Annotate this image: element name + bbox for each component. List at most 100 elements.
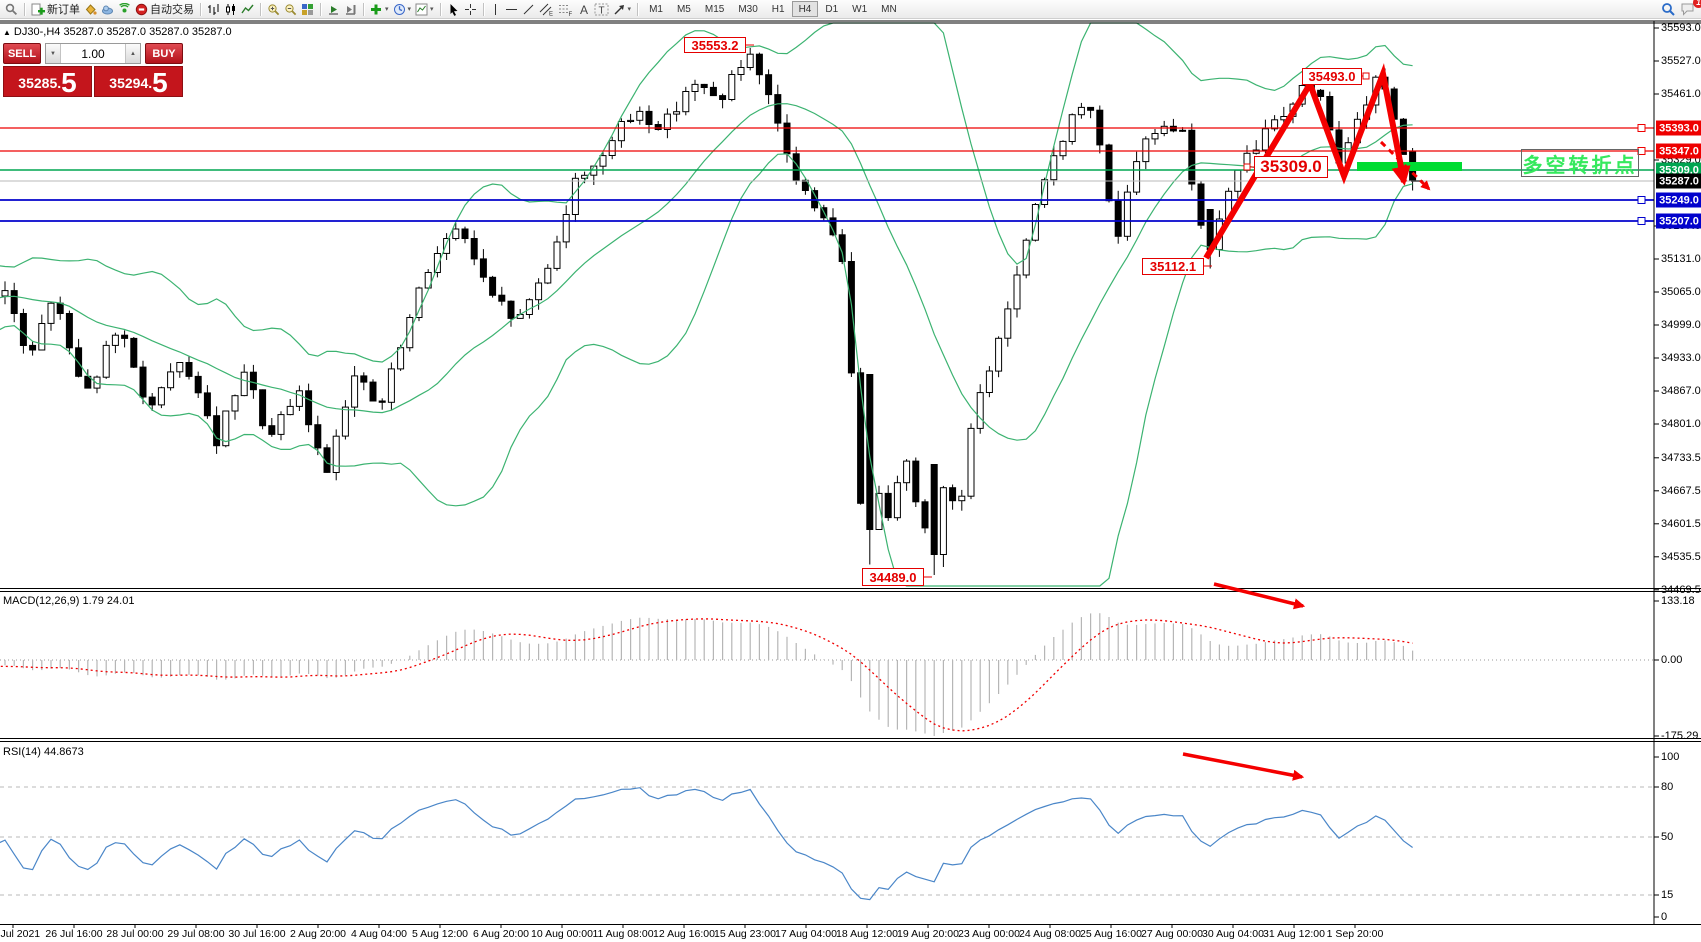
price-line-label: 35347.0 (1656, 143, 1701, 159)
fibonacci-button[interactable]: F (556, 1, 575, 17)
price-callout[interactable]: 34489.0 (862, 568, 924, 586)
sell-button[interactable]: SELL (3, 43, 41, 64)
styles-bucket-icon[interactable] (82, 1, 99, 17)
arrows-tool-button[interactable]: ▾ (611, 1, 634, 17)
macd-down-arrow[interactable] (1213, 582, 1306, 610)
price-tick-label: 35593.0 (1661, 22, 1701, 34)
buy-price[interactable]: 35294. 5 (94, 66, 183, 97)
price-tick-label: 34667.5 (1661, 484, 1701, 497)
new-order-label: 新订单 (47, 4, 80, 16)
timeframe-h4-button[interactable]: H4 (791, 1, 819, 17)
collapse-icon[interactable]: ▲ (3, 28, 11, 37)
support-highlight-bar[interactable] (1357, 162, 1462, 171)
magnifier-icon[interactable] (3, 1, 20, 17)
price-line-label: 35393.0 (1656, 120, 1701, 136)
time-axis-label: 15 Aug 23:00 (714, 928, 776, 940)
autotrading-label: 自动交易 (150, 4, 194, 16)
zigzag-trend-arrow[interactable] (1203, 63, 1411, 260)
vertical-line-button[interactable] (488, 1, 503, 17)
chart-frame (0, 20, 1701, 928)
timeframe-d1-button[interactable]: D1 (818, 1, 845, 17)
buy-price-main: 35294. (109, 75, 153, 91)
time-axis-label: 28 Jul 00:00 (106, 928, 164, 940)
rsi-down-arrow[interactable] (1182, 752, 1305, 781)
time-axis-label: 2 Aug 20:00 (289, 928, 347, 940)
text-button[interactable]: A (575, 1, 592, 17)
horizontal-line-button[interactable] (503, 1, 520, 17)
price-tick-label: 34535.5 (1661, 550, 1701, 563)
time-axis-label: 26 Jul 16:00 (45, 928, 103, 940)
zoom-in-icon[interactable] (265, 1, 282, 17)
timeframe-m1-button[interactable]: M1 (642, 1, 670, 17)
price-tick-label: 34469.5 (1661, 583, 1701, 596)
timeframe-h1-button[interactable]: H1 (765, 1, 792, 17)
toolbar-separator (363, 2, 364, 16)
bollinger-bands (0, 22, 1413, 587)
price-tick-label: 35527.0 (1661, 55, 1701, 67)
signals-icon[interactable] (116, 1, 133, 17)
dashed-down-arrow[interactable] (1379, 140, 1431, 191)
price-callout[interactable]: 35553.2 (684, 37, 746, 53)
price-tick-label: 34801.0 (1661, 418, 1701, 430)
volume-increase-button[interactable]: ▲ (125, 44, 140, 63)
time-axis-label: 18 Aug 12:00 (836, 928, 898, 940)
cursor-button[interactable] (445, 1, 462, 17)
time-axis-label: 5 Aug 12:00 (411, 928, 469, 940)
timeframe-group: M1 M5 M15 M30 H1 H4 D1 W1 MN (642, 1, 904, 17)
svg-text:E: E (549, 11, 553, 16)
search-icon[interactable] (1659, 1, 1678, 17)
time-axis-label: 24 Aug 08:00 (1019, 928, 1081, 940)
new-order-button[interactable]: 新订单 (29, 1, 82, 17)
time-axis-label: 1 Sep 20:00 (1326, 928, 1384, 940)
zoom-out-icon[interactable] (282, 1, 299, 17)
toolbar-separator (637, 2, 639, 16)
time-axis-label: 31 Aug 12:00 (1263, 928, 1325, 940)
rsi-indicator (0, 786, 1654, 901)
bars-chart-icon[interactable] (205, 1, 222, 17)
timeframe-m5-button[interactable]: M5 (670, 1, 698, 17)
macd-label: MACD(12,26,9) 1.79 24.01 (3, 595, 135, 607)
rsi-label: RSI(14) 44.8673 (3, 746, 84, 758)
price-callout[interactable]: 35112.1 (1142, 258, 1204, 275)
toolbar-separator (320, 2, 321, 16)
candlestick-series (1, 47, 1417, 575)
timeframe-mn-button[interactable]: MN (874, 1, 904, 17)
macd-indicator (0, 613, 1654, 736)
price-line-label: 35207.0 (1656, 213, 1701, 229)
toolbar-separator (482, 2, 484, 16)
periods-button[interactable]: ▾ (391, 1, 414, 17)
text-label-button[interactable]: T (592, 1, 611, 17)
trendline-button[interactable] (520, 1, 537, 17)
chat-button[interactable]: 1 (1678, 0, 1701, 17)
add-indicator-button[interactable]: ▾ (368, 1, 391, 17)
templates-button[interactable]: ▾ (413, 1, 436, 17)
turning-point-text[interactable]: 多空转折点 (1521, 149, 1639, 177)
toolbar-separator (439, 2, 441, 16)
sell-price[interactable]: 35285. 5 (3, 66, 92, 97)
push-notification-icon[interactable] (99, 1, 116, 17)
time-axis-label: 17 Aug 04:00 (775, 928, 837, 940)
timeframe-m15-button[interactable]: M15 (698, 1, 731, 17)
annotations[interactable] (746, 44, 1462, 781)
price-callout[interactable]: 35493.0 (1302, 68, 1362, 85)
buy-button[interactable]: BUY (145, 43, 183, 64)
autoscroll-icon[interactable] (325, 1, 342, 17)
price-callout[interactable]: 35309.0 (1254, 156, 1328, 178)
time-axis-label: 11 Aug 08:00 (592, 928, 654, 940)
tile-windows-icon[interactable] (299, 1, 316, 17)
autotrading-button[interactable]: 自动交易 (133, 1, 196, 17)
volume-decrease-button[interactable]: ▼ (46, 44, 61, 63)
line-chart-icon[interactable] (239, 1, 256, 17)
candlestick-chart-icon[interactable] (222, 1, 239, 17)
volume-input[interactable] (61, 44, 125, 63)
horizontal-lines[interactable] (0, 124, 1654, 225)
rsi-axis-label: 80 (1661, 781, 1674, 793)
timeframe-m30-button[interactable]: M30 (731, 1, 764, 17)
price-tick-label: 34999.0 (1661, 319, 1701, 331)
chart-shift-icon[interactable] (342, 1, 359, 17)
crosshair-button[interactable] (462, 1, 479, 17)
timeframe-w1-button[interactable]: W1 (845, 1, 874, 17)
equidistant-channel-button[interactable]: E (537, 1, 556, 17)
